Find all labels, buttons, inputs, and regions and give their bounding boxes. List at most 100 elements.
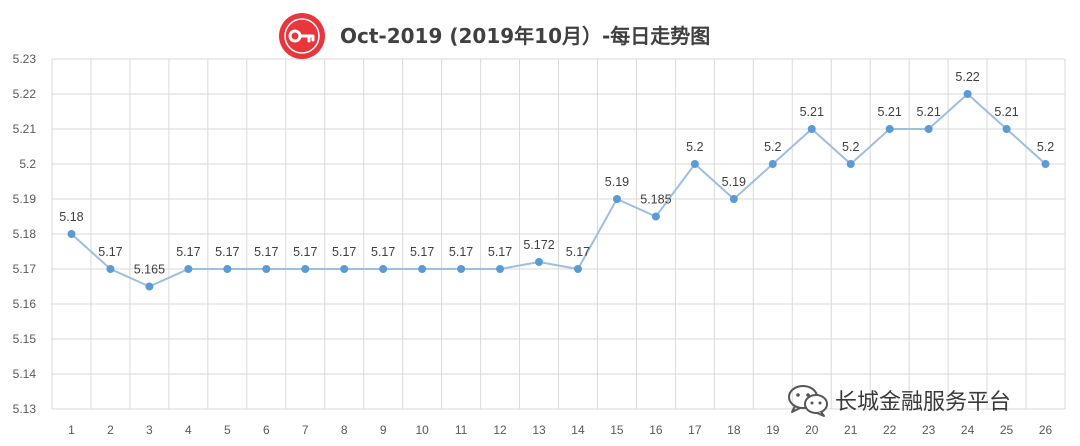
data-label: 5.21 bbox=[994, 105, 1018, 119]
y-tick-label: 5.16 bbox=[13, 297, 37, 311]
data-label: 5.17 bbox=[215, 245, 239, 259]
data-point bbox=[106, 265, 115, 273]
data-point bbox=[301, 265, 310, 273]
data-label: 5.21 bbox=[916, 105, 940, 119]
data-point bbox=[963, 90, 972, 98]
data-label: 5.22 bbox=[955, 70, 979, 84]
x-tick-label: 14 bbox=[571, 423, 585, 437]
data-label: 5.17 bbox=[293, 245, 317, 259]
data-point bbox=[67, 230, 76, 238]
y-tick-label: 5.13 bbox=[13, 402, 37, 416]
data-point bbox=[924, 125, 933, 133]
data-point bbox=[573, 265, 582, 273]
x-tick-label: 17 bbox=[688, 423, 702, 437]
data-point bbox=[807, 125, 816, 133]
x-tick-label: 12 bbox=[493, 423, 507, 437]
x-tick-label: 4 bbox=[185, 423, 192, 437]
chart-title: Oct-2019 (2019年10月）-每日走势图 bbox=[340, 24, 711, 48]
y-axis-ticks: 5.13 5.14 5.15 5.16 5.17 5.18 5.19 5.2 5.21 5.22 5… bbox=[13, 52, 37, 416]
data-point bbox=[535, 258, 544, 266]
data-label: 5.165 bbox=[134, 263, 165, 277]
data-label: 5.17 bbox=[566, 245, 590, 259]
data-point bbox=[457, 265, 466, 273]
data-point bbox=[846, 160, 855, 168]
data-label: 5.17 bbox=[488, 245, 512, 259]
data-point bbox=[612, 195, 621, 203]
x-tick-label: 13 bbox=[532, 423, 546, 437]
data-label: 5.17 bbox=[254, 245, 278, 259]
y-tick-label: 5.23 bbox=[13, 52, 37, 66]
x-tick-label: 9 bbox=[380, 423, 387, 437]
x-tick-label: 24 bbox=[961, 423, 975, 437]
y-tick-label: 5.18 bbox=[13, 227, 37, 241]
wechat-icon bbox=[788, 385, 828, 417]
data-point bbox=[340, 265, 349, 273]
data-point bbox=[223, 265, 232, 273]
x-tick-label: 1 bbox=[68, 423, 75, 437]
key-icon bbox=[279, 13, 325, 59]
x-tick-label: 18 bbox=[727, 423, 741, 437]
x-tick-label: 15 bbox=[610, 423, 624, 437]
x-axis-ticks: 1 2 3 4 5 6 7 8 9 10 11 12 13 14 15 16 17 18 19 20 21 22 23 24 2… bbox=[68, 423, 1052, 437]
x-tick-label: 7 bbox=[302, 423, 309, 437]
series-line bbox=[70, 92, 1047, 288]
data-point bbox=[262, 265, 271, 273]
data-label: 5.17 bbox=[449, 245, 473, 259]
x-tick-label: 25 bbox=[1000, 423, 1014, 437]
chart-grid bbox=[51, 58, 1066, 410]
data-point bbox=[418, 265, 427, 273]
data-label: 5.19 bbox=[605, 175, 629, 189]
y-tick-label: 5.2 bbox=[19, 157, 36, 171]
data-series bbox=[67, 90, 1050, 291]
y-tick-label: 5.15 bbox=[13, 332, 37, 346]
x-tick-label: 10 bbox=[415, 423, 429, 437]
data-point bbox=[496, 265, 505, 273]
data-point bbox=[379, 265, 388, 273]
data-point bbox=[768, 160, 777, 168]
data-point bbox=[1041, 160, 1050, 168]
x-tick-label: 11 bbox=[455, 423, 468, 437]
watermark: 长城金融服务平台 bbox=[787, 381, 1011, 419]
data-labels: 5.18 5.17 5.165 5.17 5.17 5.17 5.17 5.17 5.17 5.1… bbox=[59, 70, 1054, 277]
data-label: 5.18 bbox=[59, 210, 83, 224]
data-point bbox=[690, 160, 699, 168]
data-label: 5.17 bbox=[332, 245, 356, 259]
x-tick-label: 21 bbox=[844, 423, 858, 437]
y-tick-label: 5.17 bbox=[13, 262, 37, 276]
x-tick-label: 2 bbox=[107, 423, 114, 437]
data-label: 5.17 bbox=[98, 245, 122, 259]
x-tick-label: 3 bbox=[146, 423, 153, 437]
x-tick-label: 19 bbox=[766, 423, 780, 437]
data-label: 5.17 bbox=[176, 245, 200, 259]
data-point bbox=[651, 212, 660, 221]
data-label: 5.21 bbox=[878, 105, 902, 119]
data-label: 5.2 bbox=[1037, 140, 1054, 154]
data-label: 5.17 bbox=[371, 245, 395, 259]
x-tick-label: 26 bbox=[1039, 423, 1053, 437]
x-tick-label: 16 bbox=[649, 423, 663, 437]
watermark-text: 长城金融服务平台 bbox=[835, 390, 1012, 415]
data-label: 5.2 bbox=[764, 140, 781, 154]
chart-header: Oct-2019 (2019年10月）-每日走势图 bbox=[0, 8, 1080, 59]
x-tick-label: 20 bbox=[805, 423, 819, 437]
data-label: 5.2 bbox=[842, 140, 859, 154]
data-label: 5.19 bbox=[722, 175, 746, 189]
y-tick-label: 5.19 bbox=[13, 192, 37, 206]
data-point bbox=[885, 125, 894, 133]
y-tick-label: 5.22 bbox=[13, 87, 37, 101]
data-label: 5.2 bbox=[686, 140, 703, 154]
x-tick-label: 5 bbox=[224, 423, 231, 437]
data-point bbox=[184, 265, 193, 273]
x-tick-label: 23 bbox=[922, 423, 936, 437]
y-tick-label: 5.14 bbox=[13, 367, 37, 381]
data-point bbox=[729, 195, 738, 203]
data-label: 5.21 bbox=[800, 105, 824, 119]
data-label: 5.17 bbox=[410, 245, 434, 259]
x-tick-label: 8 bbox=[341, 423, 348, 437]
x-tick-label: 22 bbox=[883, 423, 897, 437]
data-point bbox=[145, 282, 154, 291]
data-label: 5.185 bbox=[640, 193, 671, 207]
x-tick-label: 6 bbox=[263, 423, 270, 437]
y-tick-label: 5.21 bbox=[13, 122, 37, 136]
